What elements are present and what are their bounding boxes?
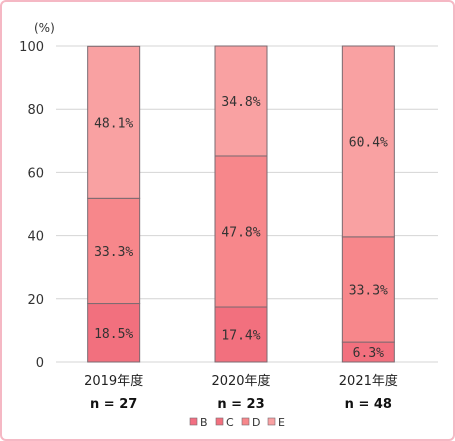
y-tick-label: 100 [19, 40, 44, 55]
sample-size-label: n = 27 [90, 397, 137, 412]
legend-label: E [278, 416, 285, 429]
data-label: 6.3% [353, 346, 384, 361]
bar-layer [87, 45, 395, 363]
bar-segment-D [87, 197, 141, 305]
bar-segment-D [341, 236, 395, 343]
y-unit-label: (%) [34, 21, 55, 35]
data-label: 33.3% [94, 245, 133, 260]
category-label: 2021年度 [339, 373, 398, 389]
data-label: 17.4% [221, 329, 260, 344]
value-labels: 18.5% 33.3% 48.1% 17.4% 47.8% 34.8% 6.3% 33.3% 6… [94, 95, 388, 361]
data-label: 48.1% [94, 116, 133, 131]
data-label: 60.4% [349, 135, 388, 150]
y-tick-labels: 0 20 40 60 80 100 [19, 40, 44, 371]
bar-segment-D [214, 155, 268, 308]
legend-label: C [226, 416, 234, 429]
legend: B C D E [189, 416, 285, 429]
data-label: 33.3% [349, 283, 388, 298]
y-tick-label: 80 [27, 103, 44, 118]
legend-swatch-B [189, 417, 198, 426]
legend-swatch-E [267, 417, 276, 426]
bar-segment-C [214, 306, 268, 363]
category-labels: 2019年度 n = 27 2020年度 n = 23 2021年度 n = 48 [84, 373, 398, 412]
bar-segment-E [214, 45, 268, 157]
category-label: 2019年度 [84, 373, 143, 389]
bar-segment-E [341, 45, 395, 238]
sample-size-label: n = 48 [345, 397, 392, 412]
sample-size-label: n = 23 [217, 397, 264, 412]
y-tick-label: 60 [27, 166, 44, 181]
category-label: 2020年度 [211, 373, 270, 389]
data-label: 18.5% [94, 327, 133, 342]
y-tick-label: 0 [36, 356, 44, 371]
data-label: 47.8% [221, 225, 260, 240]
bar-segment-E [87, 45, 141, 199]
bar-segment-C [87, 303, 141, 363]
legend-label: D [252, 416, 260, 429]
y-tick-label: 40 [27, 230, 44, 245]
legend-swatch-D [241, 417, 250, 426]
legend-swatch-C [215, 417, 224, 426]
y-tick-label: 20 [27, 293, 44, 308]
legend-label: B [200, 416, 208, 429]
data-label: 34.8% [221, 95, 260, 110]
